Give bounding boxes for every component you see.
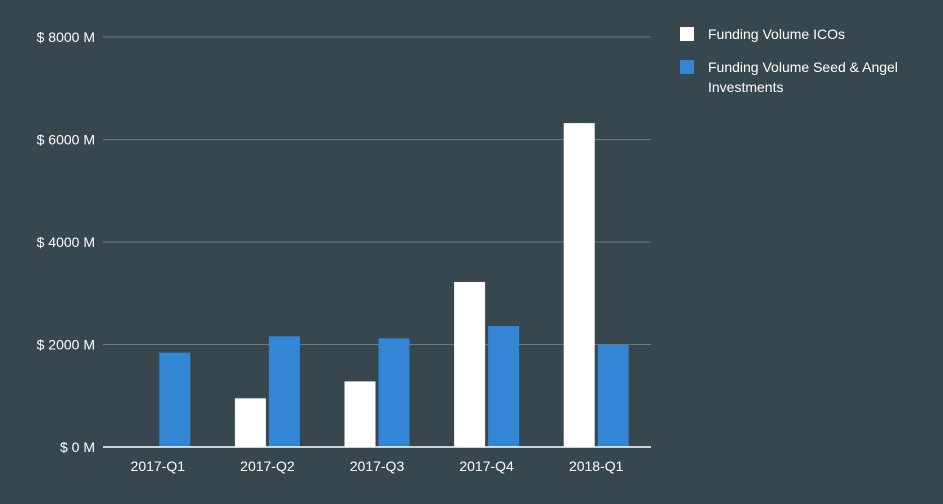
x-tick-label: 2018-Q1 (569, 458, 624, 474)
legend-swatch-seed-angel (680, 60, 694, 74)
bar-seed-angel-2017-Q4[interactable] (488, 326, 520, 447)
bar-seed-angel-2017-Q2[interactable] (268, 336, 300, 447)
legend-label-icos: Funding Volume ICOs (708, 26, 845, 42)
bar-seed-angel-2017-Q3[interactable] (378, 338, 410, 447)
bar-seed-angel-2017-Q1[interactable] (159, 352, 191, 447)
legend-label-seed-angel: Funding Volume Seed & Angel Investments (708, 59, 898, 95)
y-tick-label: $ 2000 M (37, 337, 95, 353)
bar-icos-2017-Q2[interactable] (234, 398, 266, 447)
legend-item-icos[interactable]: Funding Volume ICOs (680, 24, 930, 44)
legend: Funding Volume ICOs Funding Volume Seed … (680, 24, 930, 110)
y-tick-label: $ 4000 M (37, 234, 95, 250)
x-tick-label: 2017-Q4 (459, 458, 514, 474)
x-tick-label: 2017-Q2 (240, 458, 295, 474)
bars (159, 123, 629, 447)
gridlines (103, 36, 651, 345)
x-axis-tick-labels: 2017-Q1 2017-Q2 2017-Q3 2017-Q4 2018-Q1 (131, 458, 624, 474)
bar-seed-angel-2018-Q1[interactable] (597, 345, 629, 447)
x-tick-label: 2017-Q1 (131, 458, 186, 474)
bar-icos-2017-Q4[interactable] (454, 281, 486, 447)
bar-icos-2018-Q1[interactable] (563, 123, 595, 447)
y-tick-label: $ 6000 M (37, 132, 95, 148)
bar-icos-2017-Q3[interactable] (344, 381, 376, 447)
y-tick-label: $ 8000 M (37, 29, 95, 45)
y-axis-tick-labels: $ 0 M $ 2000 M $ 4000 M $ 6000 M $ 8000 M (37, 29, 95, 455)
x-tick-label: 2017-Q3 (350, 458, 405, 474)
legend-item-seed-angel[interactable]: Funding Volume Seed & Angel Investments (680, 57, 930, 97)
y-tick-label: $ 0 M (60, 439, 95, 455)
legend-swatch-icos (680, 27, 694, 41)
